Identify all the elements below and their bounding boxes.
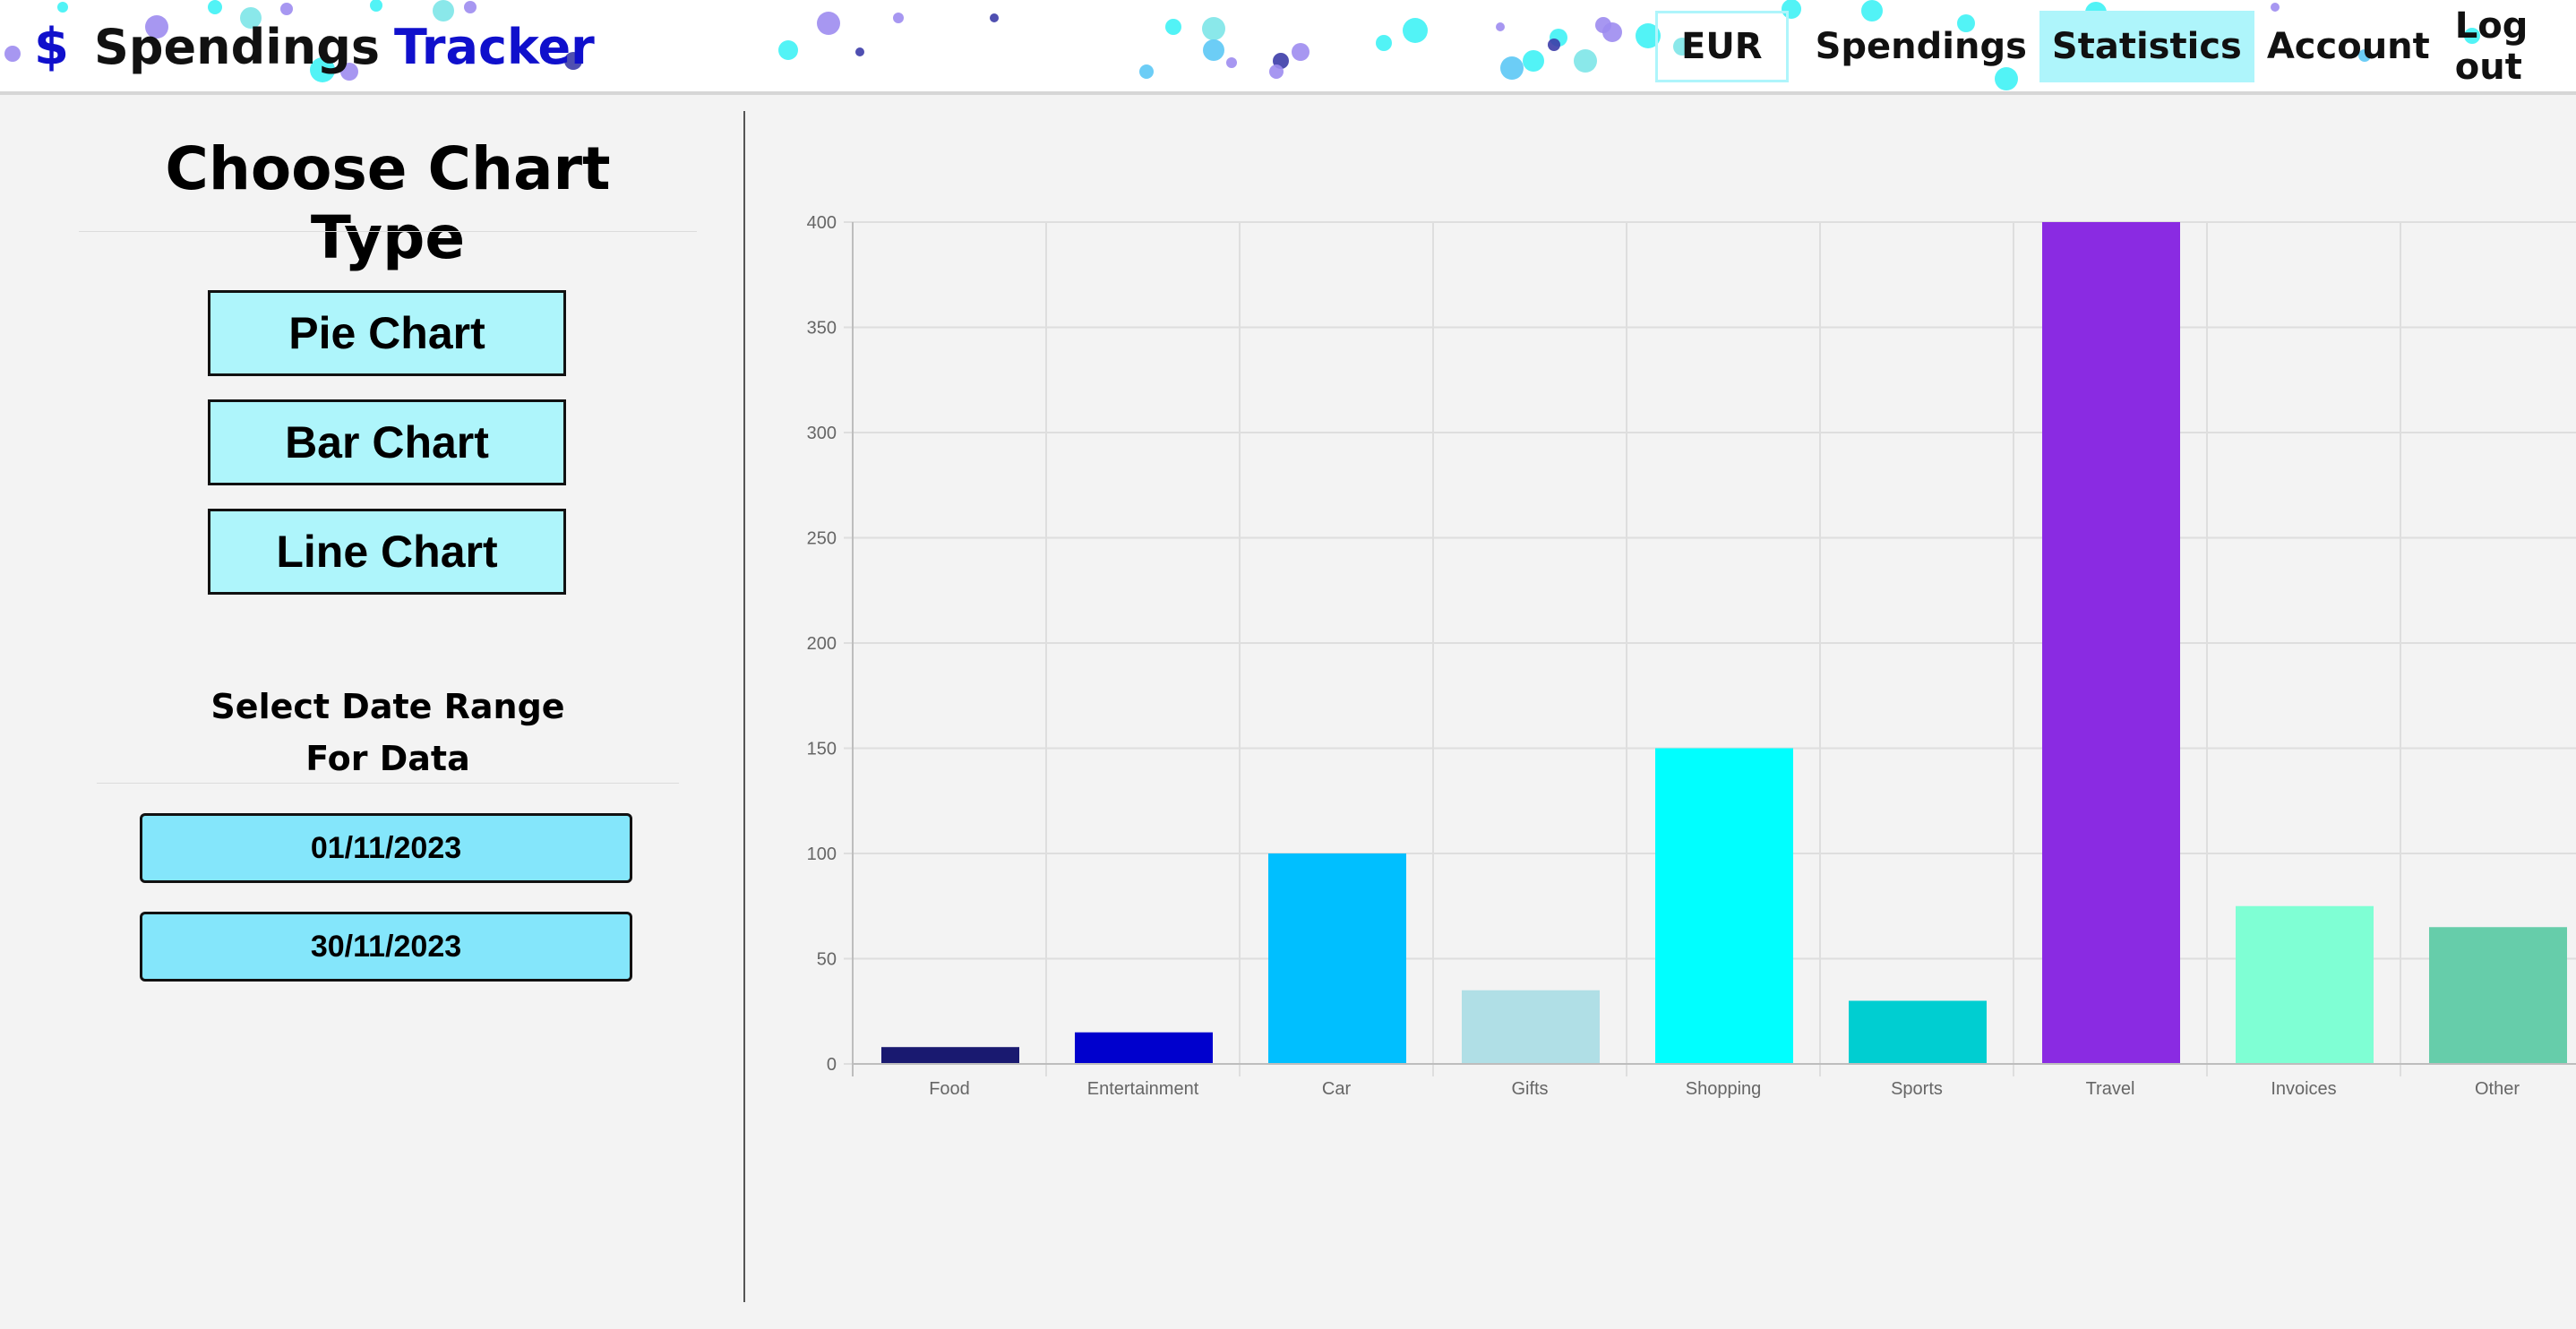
- bubble-decoration: [1292, 43, 1309, 61]
- end-date-button[interactable]: 30/11/2023: [140, 912, 632, 982]
- pie-chart-button[interactable]: Pie Chart: [208, 290, 566, 376]
- nav-logout[interactable]: Log out: [2454, 5, 2529, 88]
- decorative-bubbles: [4, 0, 2480, 90]
- bubble-decoration: [340, 63, 358, 81]
- spendings-bar-chart: 0 50 100 150 200 250 300 350 400 Food Entertainmen…: [807, 213, 2576, 1099]
- x-tick-label: Entertainment: [1087, 1079, 1199, 1099]
- bubble-decoration: [778, 40, 798, 60]
- bubble-decoration: [855, 47, 864, 56]
- main-nav: EUR Spendings Statistics Account Log out: [1655, 5, 2576, 88]
- bar-invoices[interactable]: [2236, 905, 2374, 1064]
- x-tick-label: Invoices: [2271, 1079, 2336, 1099]
- logo-word-spendings: Spendings: [93, 18, 380, 75]
- bar-shopping[interactable]: [1655, 748, 1793, 1065]
- bubble-decoration: [208, 0, 222, 14]
- bubble-decoration: [1139, 64, 1154, 79]
- bubble-decoration: [1202, 17, 1225, 40]
- logo-word-tracker: Tracker: [394, 18, 595, 75]
- bar-travel[interactable]: [2042, 222, 2180, 1064]
- bubble-decoration: [57, 2, 68, 13]
- nav-account[interactable]: Account: [2266, 26, 2430, 67]
- bubble-decoration: [1165, 19, 1181, 35]
- bubble-decoration: [2271, 3, 2280, 12]
- bubble-decoration: [464, 1, 477, 13]
- bubble-decoration: [1376, 35, 1392, 51]
- bar-entertainment[interactable]: [1075, 1032, 1213, 1064]
- bubble-decoration: [1957, 14, 1975, 32]
- x-tick-label: Car: [1322, 1079, 1352, 1099]
- bubble-decoration: [370, 0, 382, 12]
- date-range-title-line2: For Data: [305, 739, 470, 778]
- y-tick-label: 350: [807, 319, 837, 339]
- bubble-decoration: [2464, 28, 2480, 44]
- bubble-decoration: [1673, 38, 1691, 56]
- bubble-decoration: [1574, 49, 1597, 73]
- chart-options-sidebar: Choose Chart Type Pie Chart Bar Chart Li…: [0, 99, 743, 1325]
- bubble-decoration: [1269, 64, 1284, 79]
- date-range-title-line1: Select Date Range: [210, 687, 565, 726]
- bubble-decoration: [990, 13, 999, 22]
- bubble-decoration: [1226, 57, 1237, 68]
- bubble-decoration: [240, 7, 262, 29]
- x-tick-label: Other: [2475, 1079, 2520, 1099]
- bar-other[interactable]: [2429, 927, 2567, 1064]
- divider: [79, 231, 697, 232]
- y-tick-label: 150: [807, 740, 837, 759]
- app-logo[interactable]: $ Spendings Tracker: [34, 11, 595, 82]
- currency-selector[interactable]: EUR: [1655, 11, 1789, 82]
- bubble-decoration: [1548, 39, 1560, 51]
- bubble-decoration: [1523, 50, 1544, 72]
- dollar-icon: $: [34, 17, 69, 76]
- x-tick-label: Travel: [2086, 1079, 2135, 1099]
- y-tick-label: 400: [807, 213, 837, 233]
- bubble-decoration: [1203, 39, 1224, 61]
- vertical-divider: [743, 111, 745, 1302]
- y-tick-label: 0: [827, 1055, 837, 1075]
- nav-statistics[interactable]: Statistics: [2039, 11, 2254, 82]
- start-date-button[interactable]: 01/11/2023: [140, 813, 632, 883]
- bubble-decoration: [1861, 0, 1883, 21]
- y-tick-label: 250: [807, 529, 837, 549]
- y-tick-label: 50: [817, 950, 837, 970]
- sidebar-title: Choose Chart Type: [165, 134, 611, 272]
- bar-car[interactable]: [1268, 853, 1406, 1064]
- y-tick-label: 200: [807, 634, 837, 654]
- bubble-decoration: [433, 0, 454, 21]
- x-tick-label: Gifts: [1511, 1079, 1548, 1099]
- nav-spendings[interactable]: Spendings: [1815, 26, 2027, 67]
- bubble-decoration: [310, 57, 335, 82]
- y-tick-label: 300: [807, 424, 837, 443]
- bubble-decoration: [2358, 49, 2371, 62]
- line-chart-button[interactable]: Line Chart: [208, 509, 566, 595]
- date-range-title: Select Date Range For Data: [97, 681, 679, 785]
- bubble-decoration: [1995, 67, 2018, 90]
- y-tick-label: 100: [807, 845, 837, 864]
- bubble-decoration: [1500, 56, 1524, 80]
- bubble-decoration: [1403, 18, 1428, 43]
- x-tick-label: Shopping: [1686, 1079, 1762, 1099]
- top-header: $ Spendings Tracker EUR Spendings Statis…: [0, 0, 2576, 95]
- bubble-decoration: [564, 52, 582, 70]
- bar-chart-button[interactable]: Bar Chart: [208, 399, 566, 485]
- bubble-decoration: [4, 46, 21, 62]
- bar-sports[interactable]: [1849, 1000, 1987, 1065]
- bubble-decoration: [1602, 22, 1622, 42]
- bar-gifts[interactable]: [1462, 990, 1600, 1064]
- bubble-decoration: [893, 13, 904, 23]
- divider: [97, 783, 679, 784]
- bar-food[interactable]: [881, 1047, 1019, 1064]
- x-tick-label: Sports: [1891, 1079, 1943, 1099]
- x-tick-label: Food: [929, 1079, 970, 1099]
- bubble-decoration: [280, 3, 293, 15]
- bubble-decoration: [1636, 23, 1661, 48]
- bubble-decoration: [1496, 22, 1505, 31]
- bubble-decoration: [145, 15, 168, 39]
- bubble-decoration: [817, 12, 840, 35]
